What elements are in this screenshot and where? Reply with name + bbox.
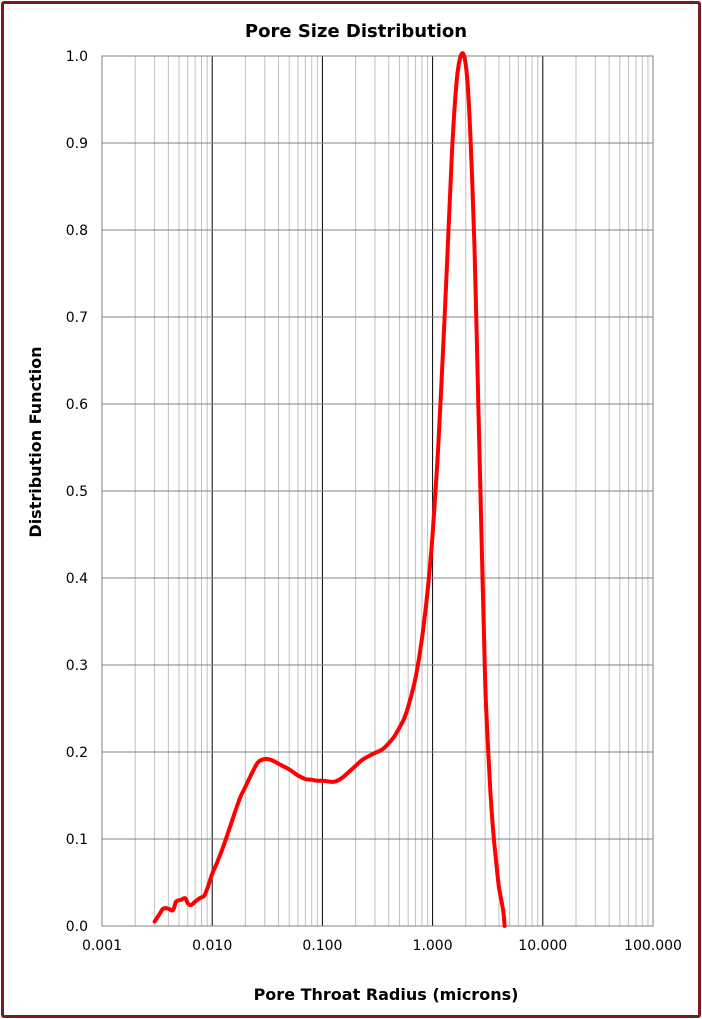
major-gridlines [102, 56, 653, 926]
series-group [152, 51, 507, 928]
y-tick-label: 0.7 [66, 310, 88, 326]
x-axis-title: Pore Throat Radius (microns) [254, 985, 519, 1004]
y-axis-title: Distribution Function [26, 346, 45, 537]
plot-area [101, 55, 654, 927]
chart-title: Pore Size Distribution [245, 21, 467, 42]
series-line [152, 51, 507, 928]
x-tick-label: 0.001 [82, 938, 122, 954]
y-tick-label: 0.9 [66, 136, 88, 152]
y-tick-label: 0.3 [66, 658, 88, 674]
x-axis-tick-labels: 0.001 0.010 0.100 1.000 10.000 100.000 [82, 938, 682, 954]
x-tick-label: 100.000 [624, 938, 682, 954]
y-tick-label: 0.0 [66, 919, 88, 935]
y-tick-label: 0.6 [66, 397, 88, 413]
y-tick-label: 0.1 [66, 832, 88, 848]
y-tick-label: 0.4 [66, 571, 88, 587]
x-tick-label: 1.000 [413, 938, 453, 954]
x-tick-label: 0.010 [192, 938, 232, 954]
y-axis-tick-labels: 0.0 0.1 0.2 0.3 0.4 0.5 0.6 0.7 0.8 0.9 1.0 [66, 49, 88, 935]
x-tick-label: 0.100 [302, 938, 342, 954]
y-tick-label: 0.8 [66, 223, 88, 239]
x-tick-label: 10.000 [518, 938, 567, 954]
y-tick-label: 1.0 [66, 49, 88, 65]
y-tick-label: 0.2 [66, 745, 88, 761]
y-tick-label: 0.5 [66, 484, 88, 500]
